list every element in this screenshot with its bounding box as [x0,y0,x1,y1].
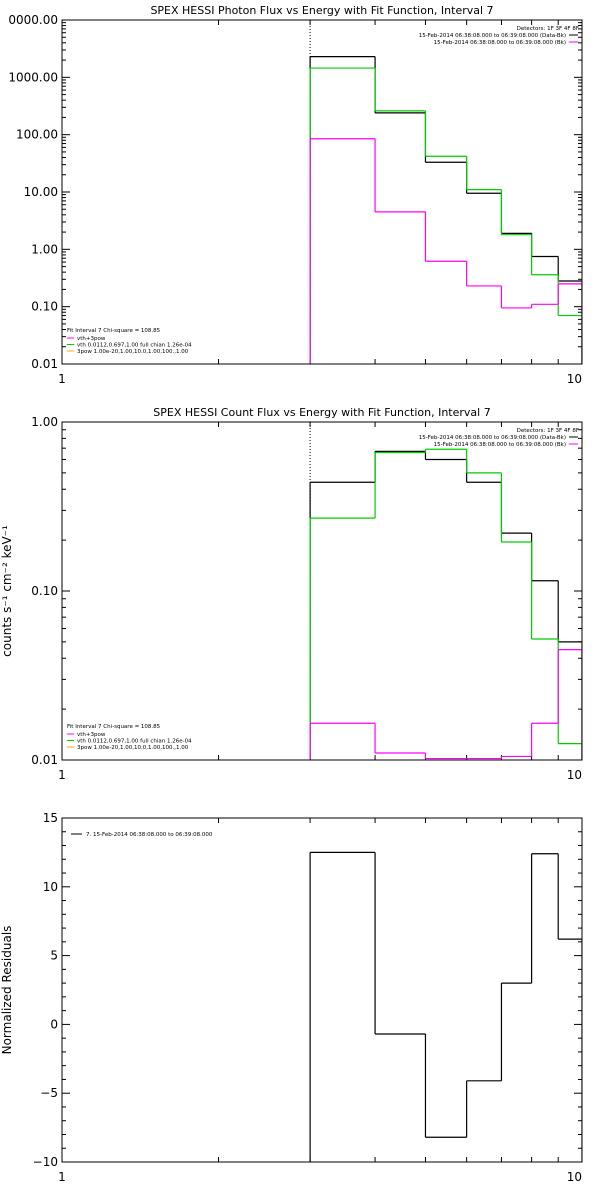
y-tick-label: 1000.00 [8,70,58,84]
x-tick-label: 10 [567,768,582,782]
x-tick-label: 10 [567,1170,582,1184]
legend-header: Detectors: 1F 3F 4F 8F [517,26,579,32]
legend-left: Fit Interval 7 Chi-square = 108.85 vth+3p… [67,724,192,751]
legend-entry: 15-Feb-2014 06:38:08.000 to 06:39:08.000… [419,435,566,441]
legend-entry: 15-Feb-2014 06:38:08.000 to 06:39:08.000… [419,33,566,39]
fit-legend-entry: vth+3pow [77,336,106,342]
panel-photon: SPEX HESSI Photon Flux vs Energy with Fi… [8,4,583,386]
series-0 [309,55,582,364]
fit-legend-entry: 3pow 1.00e-20,1.00,10.0,1.00,100.,1.00 [77,745,189,751]
residual-legend-entry: 7. 15-Feb-2014 06:38:08.000 to 06:39:08.… [86,832,213,838]
fit-legend-entry: 3pow 1.00e-20,1.00,10.0,1.00,100.,1.00 [77,349,189,355]
y-tick-label: 1.00 [31,415,58,429]
panel-resid: 15 10 5 0 −5 −101 10 Normalized Residuals 7. 15-… [0,811,583,1184]
y-tick-label: 0000.00 [8,13,58,27]
series-group [309,851,582,1162]
panel-count: SPEX HESSI Count Flux vs Energy with Fit… [0,406,583,782]
y-tick-label: 5 [50,949,58,963]
y-tick-label: 0.01 [31,357,58,371]
y-tick-label: 0.01 [31,753,58,767]
fit-legend-entry: vth+3pow [77,732,106,738]
fit-legend-header: Fit Interval 7 Chi-square = 108.85 [67,328,161,334]
x-tick-label: 10 [567,372,582,386]
legend-left: Fit Interval 7 Chi-square = 108.85 vth+3p… [67,328,192,355]
axis-ticks: 1.00 0.10 0.011 10 [31,415,582,782]
y-tick-label: −10 [33,1155,58,1169]
y-tick-label: 10.00 [24,185,58,199]
x-tick-label: 1 [58,372,66,386]
series-1 [309,67,582,364]
y-tick-label: 0 [50,1017,58,1031]
y-tick-label: 1.00 [31,242,58,256]
chart-title: SPEX HESSI Photon Flux vs Energy with Fi… [150,4,493,17]
y-axis-label: counts s⁻¹ cm⁻² keV⁻¹ [0,525,14,657]
fit-legend-entry: vth 0.0112,0.697,1.00 full chian 1.26e-0… [77,343,192,349]
chart-title: SPEX HESSI Count Flux vs Energy with Fit… [153,406,490,419]
plot-frame [61,817,583,1163]
series-0 [309,450,582,760]
y-tick-label: 15 [43,811,58,825]
legend-top: 7. 15-Feb-2014 06:38:08.000 to 06:39:08.… [71,832,213,838]
series-1 [309,448,582,760]
series-2 [309,649,582,760]
x-tick-label: 1 [58,768,66,782]
axis-ticks: 15 10 5 0 −5 −101 10 [33,811,582,1184]
legend-entry: 15-Feb-2014 06:38:08.000 to 06:39:08.000… [434,442,566,448]
y-tick-label: 100.00 [16,128,58,142]
series-2 [309,138,582,364]
y-tick-label: 0.10 [31,300,58,314]
fit-legend-entry: vth 0.0112,0.697,1.00 full chian 1.26e-0… [77,739,192,745]
y-tick-label: 0.10 [31,584,58,598]
series-group [309,448,582,760]
plot-frame [61,19,583,365]
y-axis-label: Normalized Residuals [0,926,14,1055]
plot-frame [61,421,583,761]
legend-header: Detectors: 1F 3F 4F 8F [517,428,579,434]
legend-entry: 15-Feb-2014 06:38:08.000 to 06:39:08.000… [434,40,566,46]
y-tick-label: 10 [43,880,58,894]
x-tick-label: 1 [58,1170,66,1184]
fit-legend-header: Fit Interval 7 Chi-square = 108.85 [67,724,161,730]
series-0 [309,851,582,1162]
series-group [309,55,582,364]
y-tick-label: −5 [40,1086,58,1100]
